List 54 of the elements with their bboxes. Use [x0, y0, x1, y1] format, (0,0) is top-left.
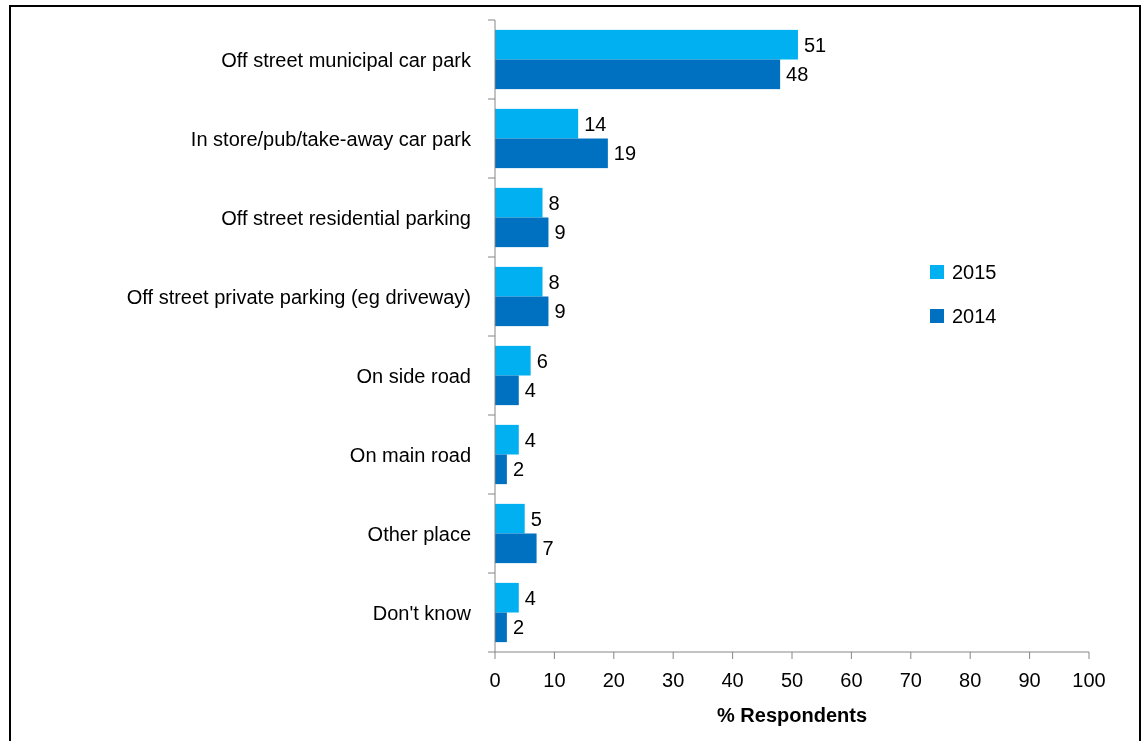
x-tick-label: 90: [1018, 669, 1041, 691]
x-tick-label: 50: [780, 669, 804, 691]
bar: [495, 503, 525, 534]
x-tick-label: 100: [1072, 669, 1106, 691]
data-label: 4: [524, 586, 536, 609]
y-tick-label: Off street private parking (eg driveway): [126, 285, 471, 308]
bar: [495, 454, 507, 485]
data-label: 48: [786, 63, 809, 86]
bar: [495, 29, 798, 60]
x-tick-label: 0: [489, 669, 501, 691]
x-tick-label: 10: [543, 669, 566, 691]
y-tick-label: Off street municipal car park: [221, 48, 472, 71]
bar: [495, 266, 543, 297]
legend-label: 2015: [952, 261, 997, 283]
data-label: 14: [584, 112, 607, 135]
x-tick-label: 70: [899, 669, 922, 691]
data-label: 5: [530, 507, 542, 530]
x-tick-label: 60: [840, 669, 863, 691]
x-tick-label: 30: [662, 669, 685, 691]
bar: [495, 108, 579, 139]
x-axis-title: % Respondents: [716, 704, 868, 726]
bar: [495, 424, 519, 455]
y-tick-label: On main road: [349, 443, 471, 466]
data-label: 51: [803, 33, 827, 56]
data-label: 6: [536, 349, 548, 372]
y-tick-label: Off street residential parking: [221, 206, 471, 229]
x-tick-label: 40: [721, 669, 744, 691]
y-tick-label: On side road: [356, 364, 471, 387]
data-label: 9: [554, 300, 566, 323]
data-label: 8: [548, 270, 560, 293]
bar: [495, 138, 608, 169]
bar: [495, 345, 531, 376]
data-label: 4: [524, 379, 536, 402]
y-tick-label: Other place: [367, 522, 471, 545]
data-label: 7: [542, 537, 554, 560]
bar: [495, 296, 549, 327]
data-label: 8: [548, 191, 560, 214]
data-label: 19: [613, 142, 637, 165]
x-tick-label: 20: [602, 669, 625, 691]
data-label: 9: [554, 221, 566, 244]
bar: [495, 533, 537, 564]
bar: [495, 59, 781, 90]
legend-label: 2014: [952, 305, 997, 327]
bar: [495, 612, 507, 643]
data-label: 2: [512, 458, 525, 481]
y-tick-label: In store/pub/take-away car park: [190, 127, 472, 150]
x-tick-label: 80: [959, 669, 982, 691]
bar: [495, 582, 519, 613]
data-label: 2: [512, 616, 525, 639]
bar: [495, 375, 519, 406]
y-tick-label: Don't know: [372, 601, 472, 624]
bar: [495, 187, 543, 218]
data-label: 4: [524, 428, 536, 451]
bar: [495, 217, 549, 248]
